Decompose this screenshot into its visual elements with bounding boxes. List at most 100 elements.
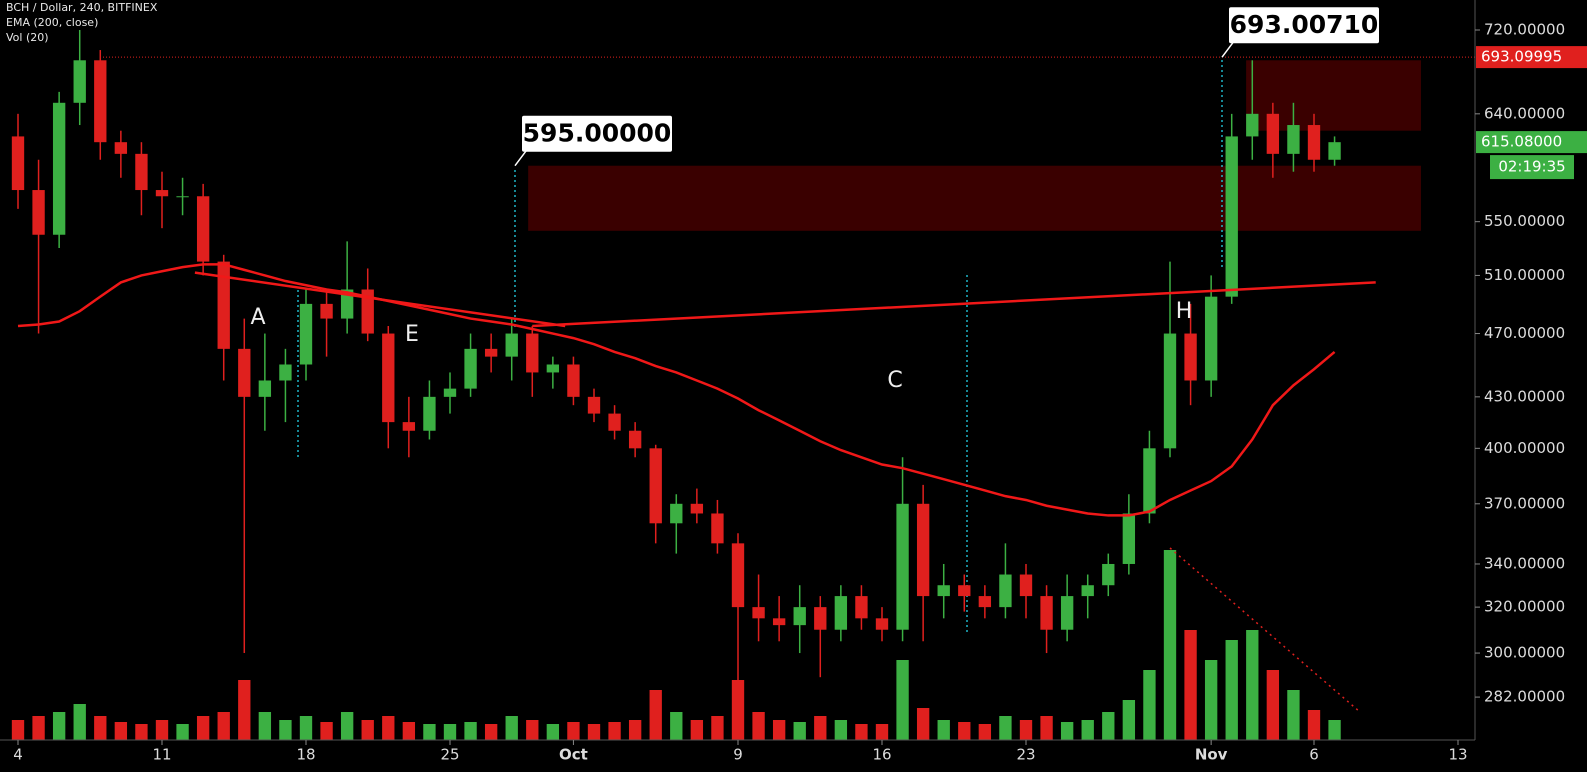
candle-body <box>217 261 230 349</box>
volume-bar <box>94 716 107 740</box>
candle-body <box>731 543 745 608</box>
candle-body <box>11 136 25 191</box>
volume-bar <box>711 716 724 740</box>
volume-bar <box>628 720 642 740</box>
x-tick-label: 23 <box>1016 746 1035 764</box>
candle-body <box>382 333 395 423</box>
volume-bar <box>731 680 745 740</box>
axes: 282.00000 300.00000 320.00000 340.00000 370.… <box>13 21 1587 764</box>
candle-body <box>238 348 251 397</box>
volume-bar <box>1328 720 1341 740</box>
volume-bar <box>340 712 354 740</box>
volume-bar <box>299 716 313 740</box>
x-tick-label: 13 <box>1448 746 1467 764</box>
volume-bar <box>196 716 210 740</box>
candle-body <box>484 348 498 357</box>
volume-bar <box>567 722 580 740</box>
candle-body <box>340 289 354 319</box>
x-tick-label: 16 <box>872 746 891 764</box>
candle-body <box>155 190 169 197</box>
candle-body <box>1328 142 1341 160</box>
candle-body <box>937 585 950 597</box>
x-axis-band <box>0 740 1475 772</box>
volume-bar <box>1307 710 1321 740</box>
volume-bar <box>402 722 416 740</box>
candle-body <box>1204 296 1218 381</box>
x-tick-label: 4 <box>13 746 23 764</box>
volume-bar <box>896 660 909 740</box>
volume-bar <box>834 720 848 740</box>
callout-box <box>522 115 672 152</box>
volume-bar <box>670 712 683 740</box>
volume-bar <box>1204 660 1218 740</box>
volume-bar <box>1163 550 1177 740</box>
last-price-label: 615.08000 <box>1481 133 1562 151</box>
volume-bar <box>814 716 827 740</box>
candle-body <box>1307 125 1321 160</box>
candle-body <box>464 348 477 389</box>
x-tick-label: 25 <box>440 746 459 764</box>
y-tick-label: 300.00000 <box>1484 644 1565 662</box>
candle-body <box>73 60 86 103</box>
last-price-tag <box>1476 131 1587 154</box>
countdown: 02:19:35 <box>1498 158 1565 176</box>
candle-body <box>958 585 971 597</box>
volume-bar <box>690 720 704 740</box>
volume-bar <box>11 720 25 740</box>
callout-pointer <box>1221 40 1235 58</box>
candle-body <box>1040 596 1053 630</box>
volume-bar <box>279 720 292 740</box>
volume-bar <box>443 724 457 740</box>
callout-box <box>1229 7 1379 44</box>
annotation: C <box>887 368 902 393</box>
volume-bar <box>361 720 374 740</box>
candle-body <box>1163 333 1177 449</box>
volume-bar <box>772 720 786 740</box>
trendline <box>532 281 1376 328</box>
candle-body <box>999 574 1012 608</box>
high-tag-label: 693.09995 <box>1481 48 1562 66</box>
candle-body <box>978 596 992 608</box>
y-axis-band <box>1475 0 1587 772</box>
candle-body <box>1102 563 1115 586</box>
candle-body <box>608 413 621 431</box>
candle-body <box>279 364 292 381</box>
callout-label: 693.00710 <box>1230 10 1379 39</box>
indicator-label: Vol (20) <box>6 31 49 44</box>
candle-body <box>546 364 560 373</box>
candle-body <box>94 60 107 143</box>
candle-body <box>752 607 765 619</box>
candle-body <box>320 303 333 319</box>
candle-body <box>1060 596 1074 630</box>
candle-body <box>443 388 457 397</box>
candle-body <box>1081 585 1094 597</box>
candle-body <box>814 607 827 630</box>
volume-bar <box>484 724 498 740</box>
candle-body <box>32 190 45 235</box>
volume-bar <box>1184 630 1197 740</box>
chart-title: BCH / Dollar, 240, BITFINEX <box>6 1 158 14</box>
volume-bar <box>423 724 436 740</box>
y-tick-label: 550.00000 <box>1484 212 1565 230</box>
volume-bar <box>1019 720 1033 740</box>
candle-body <box>526 333 539 373</box>
candle-body <box>875 618 889 630</box>
overlays: 595.00000 693.00710 <box>17 7 1475 517</box>
candle-body <box>1122 513 1136 564</box>
volume-bar <box>32 716 45 740</box>
volume-bar <box>1143 670 1156 740</box>
x-tick-label: 11 <box>152 746 171 764</box>
cycle-lines <box>297 60 1223 635</box>
volume-bar <box>916 708 930 740</box>
volume-bar <box>1102 712 1115 740</box>
y-tick-label: 282.00000 <box>1484 688 1565 706</box>
candle-body <box>834 596 848 630</box>
volume-bar <box>608 722 621 740</box>
volume-bar <box>793 722 806 740</box>
candle-body <box>1143 448 1156 514</box>
volume-bar <box>217 712 230 740</box>
volume-bar <box>320 722 333 740</box>
candle-body <box>916 503 930 597</box>
candle-body <box>855 596 868 619</box>
